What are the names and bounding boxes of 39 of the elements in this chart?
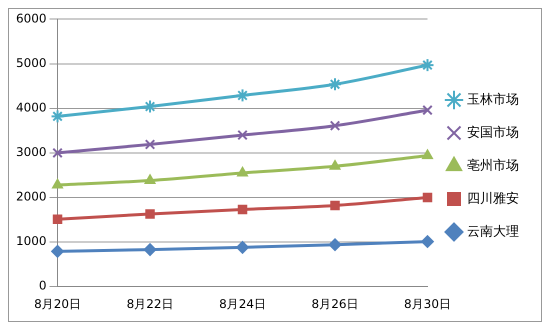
legend-label: 四川雅安 bbox=[467, 190, 519, 206]
point bbox=[51, 244, 64, 258]
point bbox=[52, 214, 62, 224]
x-tick-label: 8月26日 bbox=[312, 296, 358, 311]
point bbox=[420, 58, 434, 72]
point bbox=[421, 235, 434, 248]
point bbox=[330, 120, 340, 131]
y-tick-label: 2000 bbox=[16, 190, 47, 204]
y-tick-label: 1000 bbox=[16, 234, 47, 248]
point bbox=[237, 130, 248, 140]
point bbox=[422, 192, 432, 202]
point bbox=[238, 204, 248, 214]
point bbox=[422, 149, 434, 160]
x-tick-label: 8月22日 bbox=[126, 296, 174, 311]
point bbox=[328, 77, 342, 92]
point bbox=[144, 243, 157, 256]
point bbox=[422, 104, 433, 116]
legend-label: 安国市场 bbox=[467, 124, 519, 140]
point bbox=[330, 200, 340, 210]
point bbox=[145, 209, 155, 219]
point bbox=[236, 240, 250, 254]
y-tick-label: 5000 bbox=[16, 56, 47, 70]
y-tick-label: 6000 bbox=[16, 11, 47, 26]
x-tick-label: 8月30日 bbox=[404, 296, 451, 311]
point bbox=[52, 148, 63, 158]
x-tick-label: 8月20日 bbox=[34, 296, 81, 311]
legend-label: 玉林市场 bbox=[467, 92, 519, 108]
x-tick-label: 8月24日 bbox=[219, 296, 266, 311]
legend-label: 亳州市场 bbox=[467, 157, 519, 174]
y-tick-label: 4000 bbox=[16, 100, 47, 114]
point bbox=[236, 88, 250, 102]
y-tick-label: 3000 bbox=[16, 145, 47, 160]
y-tick-label: 0 bbox=[38, 278, 47, 293]
point bbox=[144, 174, 156, 184]
point bbox=[328, 238, 342, 252]
point bbox=[329, 160, 341, 170]
legend-label: 云南大理 bbox=[467, 224, 519, 240]
point bbox=[144, 139, 156, 150]
point bbox=[143, 100, 158, 114]
